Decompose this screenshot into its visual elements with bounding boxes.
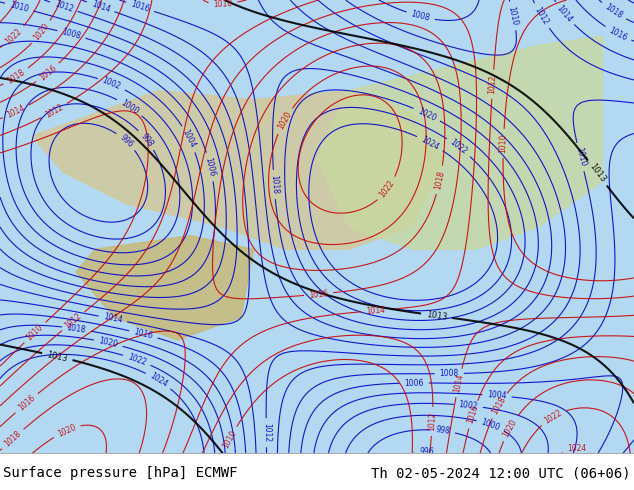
Text: 1014: 1014 xyxy=(453,372,465,393)
Text: 1016: 1016 xyxy=(466,404,480,425)
Text: 1010: 1010 xyxy=(213,0,233,9)
Text: 1012: 1012 xyxy=(262,423,271,442)
Text: 996: 996 xyxy=(118,133,134,149)
Text: 998: 998 xyxy=(435,425,451,436)
Text: 1016: 1016 xyxy=(129,0,151,14)
Text: 1020: 1020 xyxy=(276,110,293,131)
Text: 1008: 1008 xyxy=(410,9,431,23)
Text: 1016: 1016 xyxy=(309,289,328,299)
Text: 1000: 1000 xyxy=(480,417,501,433)
Text: 1016: 1016 xyxy=(607,25,629,43)
Polygon shape xyxy=(76,236,254,340)
Text: 1008: 1008 xyxy=(61,27,82,41)
Text: 1024: 1024 xyxy=(567,444,586,453)
Text: 1020: 1020 xyxy=(32,22,51,43)
Text: 1014: 1014 xyxy=(366,305,386,316)
Text: 1016: 1016 xyxy=(16,393,37,413)
Polygon shape xyxy=(32,91,444,249)
Text: 1013: 1013 xyxy=(587,162,607,184)
Text: 1018: 1018 xyxy=(603,2,624,21)
Text: 1018: 1018 xyxy=(6,67,27,85)
Text: 1010: 1010 xyxy=(498,134,508,153)
Text: 1022: 1022 xyxy=(448,138,469,157)
Text: 1020: 1020 xyxy=(417,106,437,122)
Text: 1018: 1018 xyxy=(67,323,87,335)
Text: 1012: 1012 xyxy=(44,102,65,120)
Text: 1010: 1010 xyxy=(507,5,519,26)
Text: 1012: 1012 xyxy=(533,5,550,26)
Text: 1008: 1008 xyxy=(439,369,459,378)
Text: 1014: 1014 xyxy=(5,103,27,120)
Text: 1010: 1010 xyxy=(221,429,238,450)
Text: 1016: 1016 xyxy=(37,63,58,82)
Text: 1022: 1022 xyxy=(126,352,148,368)
Text: 1020: 1020 xyxy=(501,417,519,439)
Text: 998: 998 xyxy=(139,131,155,148)
Polygon shape xyxy=(317,36,602,249)
Text: 1018: 1018 xyxy=(3,429,23,449)
Text: 996: 996 xyxy=(420,447,434,457)
Text: 1024: 1024 xyxy=(420,135,441,151)
Text: 1020: 1020 xyxy=(98,337,119,349)
Text: 1018: 1018 xyxy=(434,170,446,190)
Text: 1000: 1000 xyxy=(119,98,140,116)
Text: 1006: 1006 xyxy=(204,156,217,177)
Text: 1012: 1012 xyxy=(488,74,498,94)
Text: 1016: 1016 xyxy=(133,327,154,341)
Text: 1024: 1024 xyxy=(148,371,169,389)
Text: 1012: 1012 xyxy=(427,412,437,431)
Text: 1012: 1012 xyxy=(53,0,74,14)
Text: Surface pressure [hPa] ECMWF: Surface pressure [hPa] ECMWF xyxy=(3,466,238,481)
Text: 1010: 1010 xyxy=(25,322,45,343)
Text: 1022: 1022 xyxy=(378,179,397,199)
Text: 1006: 1006 xyxy=(404,378,424,388)
Text: 1020: 1020 xyxy=(56,422,77,439)
Text: 1022: 1022 xyxy=(4,26,23,46)
Text: 1014: 1014 xyxy=(555,3,574,24)
Text: 1004: 1004 xyxy=(487,391,507,401)
Text: Th 02-05-2024 12:00 UTC (06+06): Th 02-05-2024 12:00 UTC (06+06) xyxy=(371,466,631,481)
Text: 1004: 1004 xyxy=(181,128,197,149)
Text: 1002: 1002 xyxy=(458,400,479,411)
Text: 1010: 1010 xyxy=(574,147,587,168)
Text: 1018: 1018 xyxy=(490,395,508,416)
Text: 1013: 1013 xyxy=(425,310,448,321)
Text: 1012: 1012 xyxy=(63,312,84,331)
Text: 1018: 1018 xyxy=(269,174,280,195)
Text: 1013: 1013 xyxy=(46,350,68,363)
Text: 1002: 1002 xyxy=(101,76,122,92)
Text: 1014: 1014 xyxy=(90,0,111,14)
Text: 1022: 1022 xyxy=(543,408,564,426)
Text: 1010: 1010 xyxy=(9,0,30,14)
Text: 1014: 1014 xyxy=(103,313,123,325)
